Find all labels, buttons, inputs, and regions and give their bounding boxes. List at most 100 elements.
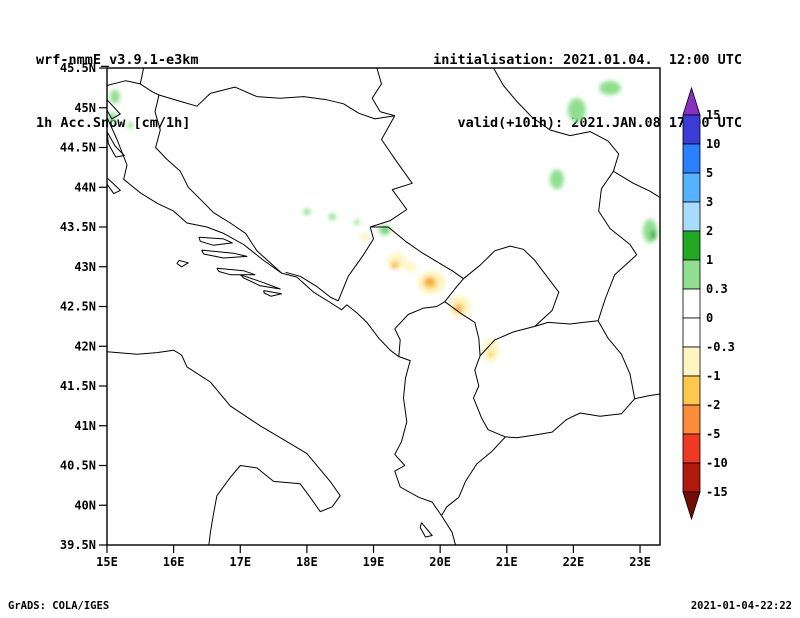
map-border (463, 245, 560, 327)
y-tick-label: 43N (74, 260, 96, 274)
snow-patch (110, 89, 120, 104)
snow-patch (599, 80, 622, 95)
map-border (176, 259, 189, 268)
map-border (634, 393, 660, 400)
colorbar-arrow-down (682, 491, 701, 521)
snow-patch (383, 227, 388, 232)
colorbar-segment (682, 172, 701, 203)
y-tick-label: 41N (74, 419, 96, 433)
colorbar-segment (682, 346, 701, 377)
colorbar-tick-label: 2 (706, 224, 713, 238)
colorbar-tick-label: -5 (706, 427, 720, 441)
colorbar-tick-label: 10 (706, 137, 720, 151)
y-tick-label: 40.5N (60, 459, 96, 473)
init-time-label: initialisation: 2021.01.04. 12:00 UTC (433, 52, 742, 68)
snow-patch (482, 338, 499, 363)
map-border (479, 325, 535, 357)
x-tick-label: 21E (496, 555, 518, 569)
map-frame (106, 67, 661, 546)
grads-credit: GrADS: COLA/IGES (8, 600, 110, 612)
map-border (107, 99, 121, 120)
x-tick-label: 17E (229, 555, 251, 569)
map-border (444, 278, 464, 303)
x-tick-label: 20E (429, 555, 451, 569)
map-border (394, 301, 446, 357)
map-border (107, 177, 121, 195)
y-tick-label: 39.5N (60, 538, 96, 552)
creation-timestamp: 2021-01-04-22:22 (690, 600, 792, 612)
colorbar-tick-label: -2 (706, 398, 720, 412)
colorbar-tick-label: -1 (706, 369, 720, 383)
map-border (337, 226, 374, 302)
map-border (140, 83, 160, 96)
colorbar-segment (682, 288, 701, 319)
map-border (107, 117, 456, 545)
y-tick-label: 42.5N (60, 300, 96, 314)
map-border (263, 290, 283, 297)
colorbar-segment (682, 114, 701, 145)
snow-patch (127, 122, 134, 129)
snow-patch (488, 351, 494, 358)
map-border (597, 320, 636, 399)
map-border (370, 115, 413, 228)
y-tick-label: 43.5N (60, 220, 96, 234)
map-border (505, 398, 636, 439)
map-border (473, 355, 506, 438)
y-tick-label: 42N (74, 339, 96, 353)
map-border (534, 320, 599, 327)
colorbar-segment (682, 230, 701, 261)
snow-patch (359, 233, 370, 242)
colorbar-tick-label: 0.3 (706, 282, 728, 296)
colorbar-tick-label: 5 (706, 166, 713, 180)
y-tick-label: 45.5N (60, 61, 96, 75)
map-border (198, 236, 233, 246)
colorbar-tick-label: -0.3 (706, 340, 735, 354)
snow-patch (302, 208, 311, 215)
x-tick-label: 19E (363, 555, 385, 569)
colorbar-segment (682, 201, 701, 232)
y-tick-label: 44.5N (60, 141, 96, 155)
x-tick-label: 15E (96, 555, 118, 569)
colorbar-tick-label: 3 (706, 195, 713, 209)
x-tick-label: 16E (163, 555, 185, 569)
map-border (444, 301, 481, 356)
snow-patch (353, 219, 360, 225)
snow-patch (108, 112, 117, 123)
map-border (239, 274, 281, 290)
map-border (154, 94, 282, 274)
snow-patch (549, 169, 564, 190)
map-border (613, 170, 660, 199)
map-border (285, 271, 339, 302)
map-border (201, 249, 248, 259)
y-tick-label: 45N (74, 101, 96, 115)
map-border (441, 436, 506, 516)
colorbar-segment (682, 317, 701, 348)
snow-patch (391, 264, 396, 269)
snow-patches (108, 80, 657, 363)
colorbar-tick-label: 1 (706, 253, 713, 267)
x-tick-label: 23E (629, 555, 651, 569)
snow-patch (426, 278, 433, 285)
snow-patch (328, 213, 337, 220)
snow-patch (650, 230, 657, 240)
map-border (493, 68, 638, 321)
colorbar-segment (682, 259, 701, 290)
colorbar-segment (682, 375, 701, 406)
snow-patch (404, 261, 417, 272)
x-tick-label: 22E (563, 555, 585, 569)
colorbar-tick-label: 15 (706, 108, 720, 122)
map-border (216, 267, 256, 276)
colorbar-segment (682, 462, 701, 493)
map-border (107, 68, 145, 86)
y-tick-label: 41.5N (60, 379, 96, 393)
x-tick-label: 18E (296, 555, 318, 569)
map-border (158, 86, 395, 120)
colorbar-segment (682, 433, 701, 464)
colorbar-tick-label: -10 (706, 456, 728, 470)
map-border (419, 522, 433, 538)
map-border (370, 226, 464, 280)
snow-patch (567, 98, 586, 123)
colorbar-tick-label: 0 (706, 311, 713, 325)
model-name: wrf-nmmE_v3.9.1-e3km (36, 52, 199, 68)
